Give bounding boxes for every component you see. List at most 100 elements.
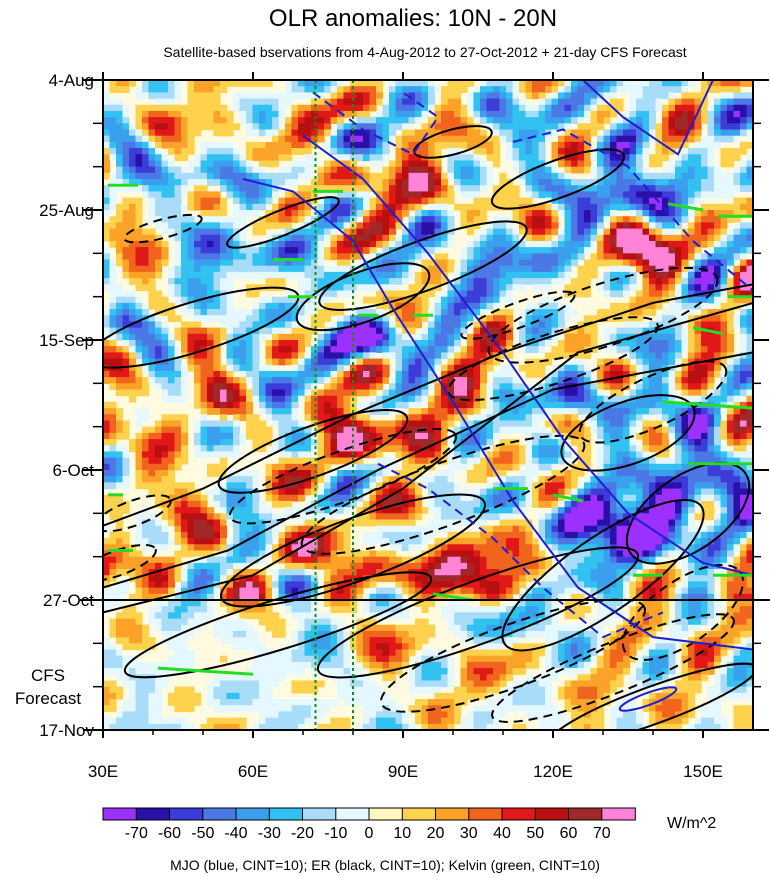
anomaly-cell [233, 148, 241, 155]
anomaly-cell [623, 148, 631, 155]
anomaly-cell [681, 141, 689, 149]
anomaly-cell [330, 135, 338, 143]
anomaly-cell [343, 104, 351, 112]
anomaly-cell [174, 172, 182, 180]
anomaly-cell [226, 191, 234, 199]
anomaly-cell [545, 240, 553, 248]
anomaly-cell [499, 216, 507, 223]
anomaly-cell [571, 383, 579, 391]
anomaly-cell [538, 203, 546, 211]
anomaly-cell [655, 240, 663, 248]
anomaly-cell [480, 333, 488, 341]
anomaly-cell [675, 172, 683, 180]
anomaly-cell [226, 309, 234, 316]
anomaly-cell [304, 401, 312, 409]
anomaly-cell [740, 123, 748, 131]
anomaly-cell [298, 271, 306, 279]
anomaly-cell [428, 222, 436, 230]
anomaly-cell [226, 265, 234, 273]
anomaly-cell [220, 141, 228, 149]
anomaly-cell [688, 253, 696, 261]
anomaly-cell [590, 340, 598, 347]
anomaly-cell [714, 284, 722, 292]
anomaly-cell [148, 166, 156, 174]
anomaly-cell [311, 117, 319, 124]
anomaly-cell [181, 210, 189, 217]
anomaly-cell [525, 420, 533, 428]
anomaly-cell [519, 333, 527, 341]
anomaly-cell [415, 228, 423, 236]
anomaly-cell [649, 395, 657, 403]
anomaly-cell [662, 340, 670, 347]
anomaly-cell [109, 129, 117, 137]
anomaly-cell [207, 123, 215, 131]
anomaly-cell [499, 333, 507, 341]
anomaly-cell [519, 216, 527, 223]
anomaly-cell [129, 278, 137, 285]
anomaly-cell [103, 203, 111, 211]
anomaly-cell [493, 321, 501, 329]
anomaly-cell [597, 104, 605, 112]
anomaly-cell [369, 172, 377, 180]
anomaly-cell [642, 389, 650, 397]
anomaly-cell [720, 98, 728, 106]
anomaly-cell [603, 191, 611, 199]
anomaly-cell [239, 364, 247, 372]
anomaly-cell [434, 166, 442, 174]
anomaly-cell [343, 377, 351, 384]
anomaly-cell [473, 166, 481, 174]
anomaly-cell [473, 414, 481, 422]
anomaly-cell [655, 86, 663, 93]
anomaly-cell [155, 259, 163, 267]
anomaly-cell [285, 222, 293, 230]
anomaly-cell [103, 284, 111, 292]
anomaly-cell [662, 166, 670, 174]
anomaly-cell [707, 86, 715, 93]
anomaly-cell [558, 110, 566, 118]
anomaly-cell [363, 129, 371, 137]
anomaly-cell [486, 296, 494, 304]
anomaly-cell [532, 333, 540, 341]
anomaly-cell [395, 346, 403, 353]
anomaly-cell [636, 395, 644, 403]
anomaly-cell [428, 395, 436, 403]
anomaly-cell [519, 383, 527, 391]
anomaly-cell [486, 352, 494, 360]
anomaly-cell [187, 302, 195, 310]
anomaly-cell [207, 247, 215, 254]
anomaly-cell [610, 395, 618, 403]
anomaly-cell [376, 234, 384, 242]
anomaly-cell [649, 110, 657, 118]
anomaly-cell [304, 364, 312, 372]
anomaly-cell [356, 352, 364, 360]
anomaly-cell [460, 389, 468, 397]
anomaly-cell [434, 346, 442, 353]
anomaly-cell [148, 364, 156, 372]
anomaly-cell [558, 228, 566, 236]
anomaly-cell [330, 141, 338, 149]
anomaly-cell [681, 383, 689, 391]
anomaly-cell [220, 426, 228, 434]
anomaly-cell [194, 370, 202, 378]
anomaly-cell [272, 210, 280, 217]
anomaly-cell [168, 104, 176, 112]
anomaly-cell [441, 259, 449, 267]
anomaly-cell [285, 191, 293, 199]
anomaly-cell [415, 302, 423, 310]
anomaly-cell [395, 92, 403, 100]
anomaly-cell [499, 117, 507, 124]
anomaly-cell [675, 98, 683, 106]
anomaly-cell [564, 240, 572, 248]
anomaly-cell [636, 340, 644, 347]
anomaly-cell [460, 247, 468, 254]
anomaly-cell [655, 253, 663, 261]
anomaly-cell [272, 265, 280, 273]
anomaly-cell [590, 395, 598, 403]
anomaly-cell [675, 333, 683, 341]
anomaly-cell [239, 197, 247, 205]
anomaly-cell [187, 346, 195, 353]
anomaly-cell [376, 216, 384, 223]
anomaly-cell [265, 352, 273, 360]
anomaly-cell [239, 395, 247, 403]
anomaly-cell [259, 315, 267, 323]
